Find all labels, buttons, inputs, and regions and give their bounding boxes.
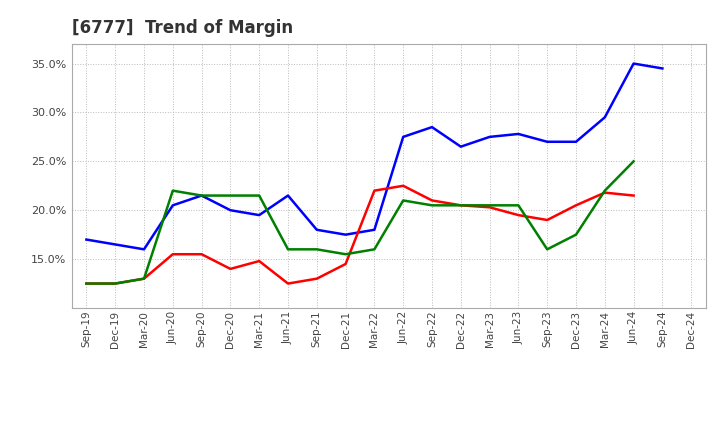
Ordinary Income — [341, 232, 350, 237]
Text: [6777]  Trend of Margin: [6777] Trend of Margin — [72, 19, 293, 37]
Net Income — [168, 252, 177, 257]
Operating Cashflow — [82, 281, 91, 286]
Ordinary Income — [312, 227, 321, 232]
Net Income — [399, 183, 408, 188]
Operating Cashflow — [197, 193, 206, 198]
Operating Cashflow — [168, 188, 177, 193]
Ordinary Income — [629, 61, 638, 66]
Ordinary Income — [168, 203, 177, 208]
Operating Cashflow — [456, 203, 465, 208]
Operating Cashflow — [226, 193, 235, 198]
Operating Cashflow — [255, 193, 264, 198]
Ordinary Income — [428, 125, 436, 130]
Ordinary Income — [370, 227, 379, 232]
Ordinary Income — [514, 131, 523, 136]
Net Income — [543, 217, 552, 223]
Ordinary Income — [140, 247, 148, 252]
Operating Cashflow — [312, 247, 321, 252]
Net Income — [485, 205, 494, 210]
Operating Cashflow — [111, 281, 120, 286]
Net Income — [312, 276, 321, 281]
Ordinary Income — [284, 193, 292, 198]
Operating Cashflow — [428, 203, 436, 208]
Operating Cashflow — [629, 159, 638, 164]
Line: Ordinary Income: Ordinary Income — [86, 63, 662, 249]
Net Income — [456, 203, 465, 208]
Operating Cashflow — [514, 203, 523, 208]
Ordinary Income — [226, 208, 235, 213]
Operating Cashflow — [485, 203, 494, 208]
Ordinary Income — [197, 193, 206, 198]
Net Income — [284, 281, 292, 286]
Operating Cashflow — [140, 276, 148, 281]
Operating Cashflow — [370, 247, 379, 252]
Ordinary Income — [456, 144, 465, 149]
Operating Cashflow — [399, 198, 408, 203]
Ordinary Income — [485, 134, 494, 139]
Net Income — [572, 203, 580, 208]
Ordinary Income — [543, 139, 552, 144]
Operating Cashflow — [341, 252, 350, 257]
Net Income — [197, 252, 206, 257]
Net Income — [255, 258, 264, 264]
Operating Cashflow — [543, 247, 552, 252]
Net Income — [82, 281, 91, 286]
Ordinary Income — [600, 115, 609, 120]
Ordinary Income — [111, 242, 120, 247]
Ordinary Income — [255, 213, 264, 218]
Operating Cashflow — [600, 188, 609, 193]
Ordinary Income — [658, 66, 667, 71]
Ordinary Income — [572, 139, 580, 144]
Net Income — [226, 266, 235, 271]
Net Income — [600, 190, 609, 195]
Net Income — [341, 261, 350, 267]
Ordinary Income — [399, 134, 408, 139]
Operating Cashflow — [284, 247, 292, 252]
Net Income — [514, 213, 523, 218]
Ordinary Income — [82, 237, 91, 242]
Net Income — [140, 276, 148, 281]
Operating Cashflow — [572, 232, 580, 237]
Line: Operating Cashflow: Operating Cashflow — [86, 161, 634, 283]
Net Income — [629, 193, 638, 198]
Net Income — [111, 281, 120, 286]
Net Income — [428, 198, 436, 203]
Net Income — [370, 188, 379, 193]
Line: Net Income: Net Income — [86, 186, 634, 283]
